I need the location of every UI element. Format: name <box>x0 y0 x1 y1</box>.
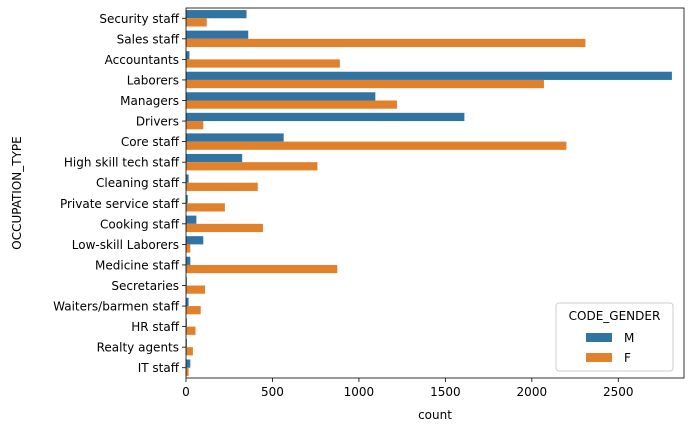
y-tick-label: Private service staff <box>60 197 180 211</box>
y-tick-label: Accountants <box>105 53 179 67</box>
legend: CODE_GENDER MF <box>555 302 674 372</box>
bar-m-17 <box>186 359 191 368</box>
y-tick-label: Security staff <box>99 12 179 26</box>
y-axis-label: OCCUPATION_TYPE <box>10 136 24 250</box>
bar-f-16 <box>186 347 193 356</box>
bar-m-3 <box>186 71 672 80</box>
x-tick-label: 500 <box>261 385 284 399</box>
y-tick-label: Sales staff <box>117 32 180 46</box>
y-tick-label: HR staff <box>131 320 179 334</box>
y-tick-label: Cleaning staff <box>96 176 180 190</box>
bar-m-11 <box>186 236 204 245</box>
bar-m-2 <box>186 51 190 60</box>
bar-f-0 <box>186 18 207 27</box>
bar-m-8 <box>186 174 189 183</box>
x-tick-label: 1000 <box>344 385 375 399</box>
bar-f-10 <box>186 223 263 233</box>
y-tick-label: Cooking staff <box>100 217 180 231</box>
bar-f-15 <box>186 326 196 335</box>
bar-m-12 <box>186 256 191 265</box>
bar-m-0 <box>186 10 247 19</box>
bar-m-1 <box>186 30 249 39</box>
legend-box <box>555 302 674 372</box>
plot-frame <box>185 7 685 379</box>
x-tick-label: 1500 <box>430 385 461 399</box>
bar-f-2 <box>186 59 340 68</box>
y-tick-label: High skill tech staff <box>64 156 180 170</box>
y-tick-label: Managers <box>120 94 179 108</box>
y-tick-label: Medicine staff <box>95 258 180 272</box>
bar-m-15 <box>186 318 187 327</box>
y-tick-label: Drivers <box>136 115 179 129</box>
bar-f-3 <box>186 79 544 89</box>
bar-m-10 <box>186 215 197 224</box>
bar-m-14 <box>186 297 189 307</box>
x-tick-label: 0 <box>182 385 190 399</box>
legend-swatch-m <box>586 333 612 342</box>
x-axis-ticks: 0 500 1000 1500 2000 2500 <box>182 378 634 399</box>
bar-m-4 <box>186 92 376 101</box>
x-axis-label: count <box>418 408 452 422</box>
y-tick-label: Low-skill Laborers <box>72 238 179 252</box>
bar-f-12 <box>186 264 338 274</box>
y-tick-label: Laborers <box>127 73 179 87</box>
bar-f-8 <box>186 182 258 191</box>
legend-swatch-f <box>586 353 612 362</box>
legend-title: CODE_GENDER <box>569 309 661 323</box>
bars-group <box>186 10 672 376</box>
bar-f-1 <box>186 38 586 48</box>
bar-f-17 <box>186 367 189 376</box>
bar-f-7 <box>186 162 318 171</box>
bar-m-9 <box>186 195 188 204</box>
bar-f-13 <box>186 285 206 294</box>
y-tick-label: Core staff <box>121 135 180 149</box>
x-tick-label: 2500 <box>603 385 634 399</box>
legend-label-m: M <box>624 331 634 345</box>
legend-label-f: F <box>624 351 631 365</box>
legend-items: MF <box>586 331 634 365</box>
x-tick-label: 2000 <box>517 385 548 399</box>
bar-f-11 <box>186 244 191 253</box>
y-tick-label: Waiters/barmen staff <box>53 300 180 314</box>
bar-m-6 <box>186 133 284 142</box>
bar-f-9 <box>186 203 225 212</box>
y-axis-ticks: Security staff Sales staff Accountants Labo… <box>53 12 186 375</box>
bar-m-13 <box>186 277 187 286</box>
bar-f-4 <box>186 100 397 109</box>
bar-m-5 <box>186 112 465 122</box>
y-tick-label: IT staff <box>138 361 180 375</box>
bar-f-14 <box>186 306 201 315</box>
y-tick-label: Secretaries <box>111 279 179 293</box>
bar-m-16 <box>186 338 187 348</box>
bar-f-5 <box>186 121 204 130</box>
y-tick-label: Realty agents <box>97 341 179 355</box>
bar-f-6 <box>186 141 567 150</box>
bar-m-7 <box>186 153 243 163</box>
